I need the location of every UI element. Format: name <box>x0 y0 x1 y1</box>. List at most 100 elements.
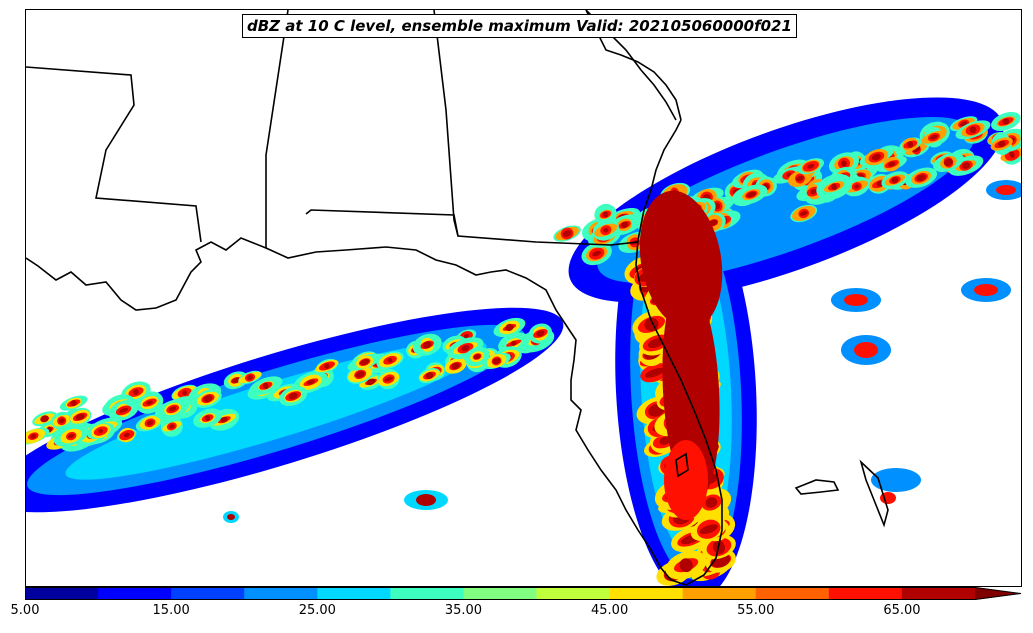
colorbar-segment <box>98 587 172 600</box>
reflectivity-cell <box>602 211 609 218</box>
reflectivity-cell <box>30 433 37 439</box>
reflectivity-cell <box>511 340 517 346</box>
reflectivity-cell <box>854 184 860 189</box>
reflectivity-cell <box>854 342 878 358</box>
border-ms-la <box>26 66 202 243</box>
colorbar-tick-label: 25.00 <box>298 603 336 618</box>
reflectivity-cell <box>592 250 602 257</box>
reflectivity-cell <box>799 211 808 216</box>
colorbar-tick-label: 45.00 <box>591 603 629 618</box>
reflectivity-cell <box>645 367 665 378</box>
reflectivity-cell <box>422 341 432 349</box>
colorbar-segment <box>244 587 318 600</box>
reflectivity-cell <box>232 377 240 384</box>
reflectivity-cell <box>943 158 953 166</box>
colorbar-tick-label: 35.00 <box>444 603 483 618</box>
colorbar-extend-arrow <box>975 587 1021 600</box>
border-fl-al <box>305 209 639 246</box>
reflectivity-cell <box>647 338 665 348</box>
reflectivity-cell <box>659 436 671 445</box>
reflectivity-cell <box>360 359 370 366</box>
reflectivity-cell <box>146 420 154 426</box>
colorbar-tick-label: 15.00 <box>152 603 190 618</box>
reflectivity-cell <box>714 202 721 210</box>
reflectivity-map <box>25 9 1022 587</box>
reflectivity-cell <box>463 333 470 339</box>
reflectivity-cell <box>67 433 75 439</box>
reflectivity-cell <box>40 415 49 423</box>
reflectivity-cell <box>930 134 938 140</box>
reflectivity-cell <box>969 126 977 134</box>
reflectivity-cell <box>169 406 177 412</box>
reflectivity-cell <box>473 354 481 360</box>
colorbar-tick-label: 55.00 <box>737 603 775 618</box>
reflectivity-cell <box>621 221 629 228</box>
reflectivity-cell <box>810 189 817 195</box>
colorbar-segment <box>317 587 391 600</box>
colorbar-segment <box>682 587 757 600</box>
colorbar-segment <box>609 587 684 600</box>
reflectivity-cell <box>705 497 718 508</box>
colorbar-segment <box>755 587 830 600</box>
reflectivity-cell <box>324 363 330 369</box>
reflectivity-cell <box>416 494 436 506</box>
reflectivity-cell <box>75 413 85 421</box>
bahamas-outline-2 <box>859 459 889 528</box>
coastline-gulf <box>26 119 723 586</box>
reflectivity-cell <box>664 440 708 520</box>
reflectivity-cell <box>888 161 896 167</box>
reflectivity-cell <box>831 183 837 191</box>
reflectivity-cell <box>288 392 298 400</box>
colorbar-segment <box>463 587 538 600</box>
border-al-ga <box>433 10 459 237</box>
colorbar-segment <box>828 587 903 600</box>
reflectivity-cell <box>182 390 188 396</box>
reflectivity-cell <box>562 230 572 237</box>
reflectivity-cell <box>425 372 434 379</box>
reflectivity-cell <box>205 415 211 421</box>
border-al-ms <box>265 10 289 248</box>
colorbar-segment <box>171 587 245 600</box>
reflectivity-cell <box>876 180 883 187</box>
reflectivity-cell <box>123 432 130 438</box>
reflectivity-cell <box>58 418 65 424</box>
colorbar <box>25 587 1022 600</box>
reflectivity-cell <box>891 177 899 184</box>
reflectivity-cell <box>505 323 514 332</box>
reflectivity-cell <box>366 378 376 386</box>
colorbar-segment <box>390 587 464 600</box>
reflectivity-cell <box>996 185 1016 195</box>
reflectivity-cell <box>227 514 235 520</box>
reflectivity-cell <box>146 400 153 405</box>
reflectivity-cell <box>1009 151 1015 158</box>
colorbar-tick-label: 65.00 <box>883 603 921 618</box>
reflectivity-cell <box>451 362 460 370</box>
reflectivity-cell <box>263 382 269 390</box>
reflectivity-cell <box>796 175 804 182</box>
reflectivity-cell <box>962 162 970 169</box>
reflectivity-cell <box>699 524 718 535</box>
lake-okeechobee <box>675 452 689 478</box>
reflectivity-cell <box>169 424 175 429</box>
reflectivity-cell <box>203 395 213 403</box>
map-canvas <box>26 10 1021 586</box>
reflectivity-cell <box>119 407 129 413</box>
reflectivity-cell <box>841 160 847 167</box>
reflectivity-cell <box>355 371 365 378</box>
reflectivity-cell <box>133 389 139 395</box>
reflectivity-cell <box>98 429 104 434</box>
reflectivity-cell <box>461 345 470 352</box>
reflectivity-cell <box>807 163 815 169</box>
colorbar-segment <box>901 587 976 600</box>
reflectivity-cell <box>536 330 545 337</box>
reflectivity-cell <box>387 357 393 363</box>
reflectivity-cell <box>639 190 723 330</box>
reflectivity-cell <box>247 375 253 380</box>
reflectivity-cell <box>871 153 881 161</box>
state-borders <box>26 10 889 586</box>
reflectivity-cell <box>844 294 868 306</box>
reflectivity-cell <box>679 558 693 573</box>
reflectivity-cell <box>1002 118 1010 125</box>
map-title: dBZ at 10 C level, ensemble maximum Vali… <box>242 14 797 38</box>
reflectivity-cell <box>220 416 228 423</box>
